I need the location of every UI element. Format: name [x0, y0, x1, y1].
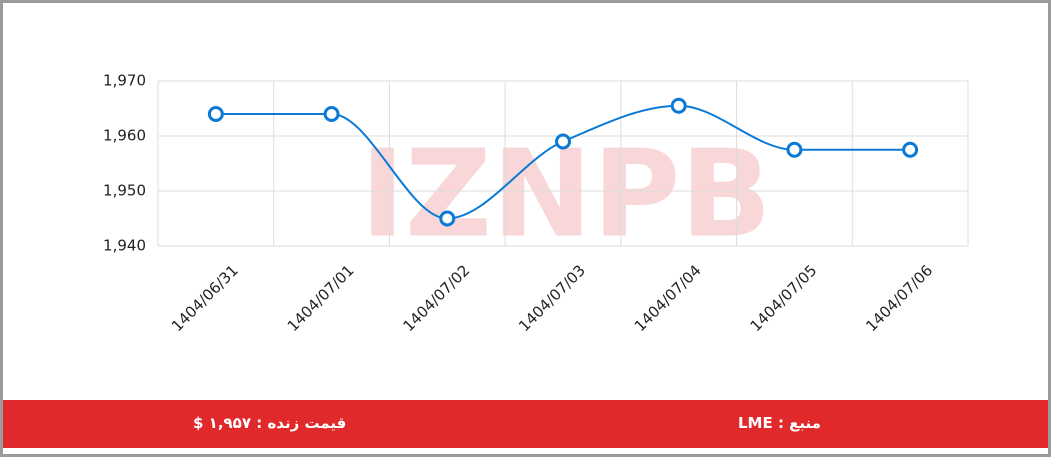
point — [670, 97, 687, 114]
point — [786, 141, 803, 158]
y-tick-label: 1,960 — [103, 127, 146, 145]
y-tick-label: 1,940 — [103, 237, 146, 255]
x-tick-label: 1404/07/01 — [284, 261, 358, 335]
x-tick-label: 1404/07/03 — [515, 261, 589, 335]
point — [323, 106, 340, 122]
point — [555, 133, 571, 150]
live-price: قیمت زنده : ۱,۹۵۷ $ — [193, 414, 347, 432]
point — [207, 106, 224, 122]
x-tick-label: 1404/06/31 — [168, 261, 242, 335]
point — [902, 141, 919, 158]
x-tick-label: 1404/07/06 — [862, 261, 936, 335]
x-tick-label: 1404/07/05 — [747, 261, 821, 335]
y-tick-label: 1,970 — [103, 72, 146, 90]
x-tick-label: 1404/07/02 — [399, 261, 473, 335]
source: منبع : LME — [738, 414, 821, 432]
footer: قیمت زنده : ۱,۹۵۷ $ منبع : LME — [3, 400, 1048, 448]
point — [439, 210, 456, 227]
y-tick-label: 1,950 — [103, 182, 146, 200]
x-tick-label: 1404/07/04 — [631, 261, 705, 335]
